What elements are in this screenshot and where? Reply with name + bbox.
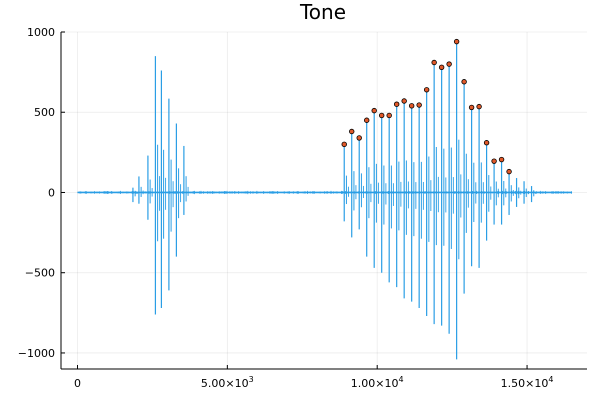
signal-spike <box>493 161 499 225</box>
peak-marker <box>371 107 377 114</box>
x-axis-ticks: 0 5.00×103 1.00×104 1.50×104 <box>74 365 553 390</box>
peak-marker <box>364 117 370 123</box>
peak-marker <box>341 141 347 148</box>
peak-marker <box>431 59 437 66</box>
signal-spike <box>351 131 357 238</box>
peak-marker <box>461 79 467 85</box>
signal-spike <box>500 159 507 225</box>
signal-spike <box>471 107 477 267</box>
signal-spike <box>456 41 462 360</box>
signal-spike <box>403 101 409 299</box>
signal-spike <box>396 104 402 288</box>
signal-spike <box>411 105 417 302</box>
peak-marker <box>498 156 505 163</box>
x-tick-label: 5.00×103 <box>201 375 254 390</box>
signal-spike <box>523 181 529 204</box>
x-tick-label: 1.50×104 <box>501 375 554 390</box>
signal-spike <box>168 98 174 291</box>
signal-spike <box>183 145 189 215</box>
signal-spike <box>343 144 349 222</box>
signal-spike <box>366 120 372 257</box>
y-tick-label: 1000 <box>27 26 55 39</box>
peak-marker <box>491 158 497 164</box>
signal-spike <box>426 89 432 317</box>
x-tick-label: 0 <box>74 377 81 390</box>
peak-marker <box>401 98 407 104</box>
peak-marker <box>468 104 475 111</box>
signal-spike <box>381 115 387 273</box>
y-tick-label: 0 <box>48 186 55 199</box>
x-tick-label: 1.00×104 <box>351 375 404 390</box>
signal-spike <box>530 186 537 203</box>
signal-spike <box>358 137 364 230</box>
y-tick-label: −500 <box>25 267 55 280</box>
y-tick-label: −1000 <box>18 347 55 360</box>
y-axis-ticks: −1000 −500 0 500 1000 <box>18 26 65 360</box>
peak-marker <box>476 103 482 110</box>
signal-spike <box>441 67 447 326</box>
peak-marker <box>349 128 355 135</box>
signal-spike <box>515 178 522 207</box>
signal-spike <box>433 62 439 325</box>
signal-spike <box>175 123 182 257</box>
peak-marker <box>483 140 490 146</box>
peak-marker <box>423 87 430 93</box>
peak-marker <box>506 168 512 175</box>
peak-marker <box>416 102 422 108</box>
signal-spike <box>448 64 454 334</box>
signal-spike <box>508 171 514 215</box>
signal-spike <box>478 106 484 268</box>
plot-area <box>77 38 573 360</box>
y-tick-label: 500 <box>34 106 55 119</box>
signal-spike <box>160 70 167 309</box>
peak-marker <box>438 64 445 71</box>
peak-marker <box>453 38 460 45</box>
signal-spike <box>147 155 153 220</box>
peak-marker <box>408 103 415 109</box>
signal-spike <box>485 142 492 241</box>
peak-marker <box>386 112 392 119</box>
signal-spike <box>388 115 394 283</box>
signal-spike <box>154 56 161 315</box>
signal-spike <box>463 81 469 294</box>
peak-marker <box>378 112 385 119</box>
axes <box>60 32 587 370</box>
signal-spike <box>418 105 424 309</box>
peak-marker <box>356 135 362 141</box>
peak-marker <box>393 101 400 107</box>
signal-spike <box>132 187 138 203</box>
signal-spike <box>138 176 144 204</box>
chart-title: Tone <box>299 0 346 24</box>
peak-marker <box>446 61 452 67</box>
signal-spike <box>373 110 379 268</box>
